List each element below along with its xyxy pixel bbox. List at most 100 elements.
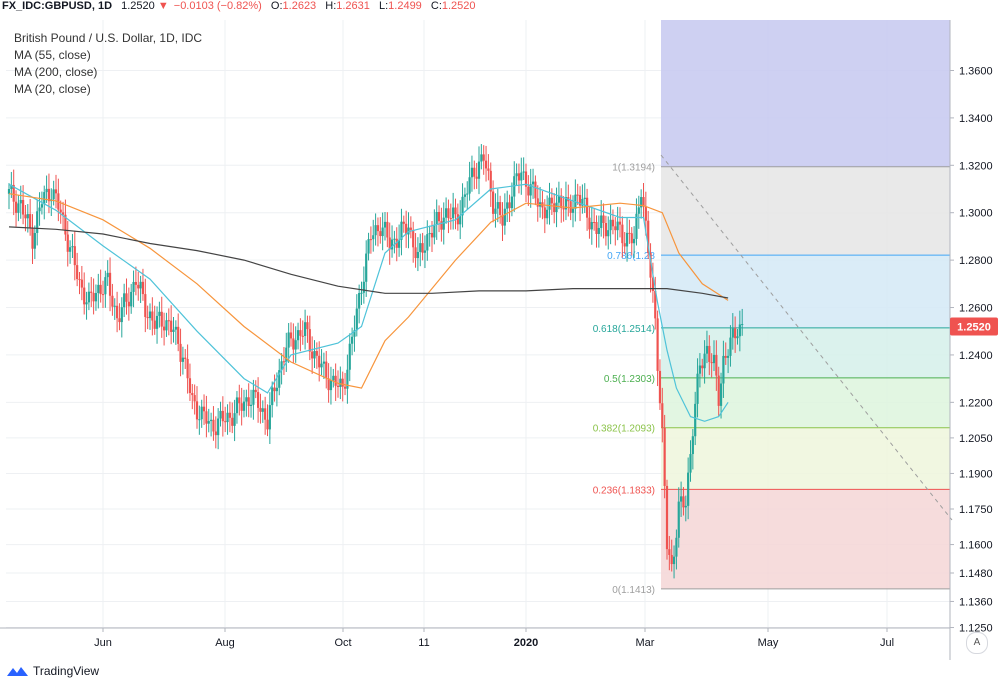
candle-body: [181, 357, 184, 362]
candle-body: [665, 485, 669, 550]
candle-body: [177, 326, 180, 344]
candle-body: [421, 243, 424, 253]
candle-body: [247, 397, 250, 407]
candle-body: [719, 383, 723, 406]
legend-ma55[interactable]: MA (55, close): [14, 48, 91, 62]
fib-zone: [661, 489, 950, 589]
candle-body: [522, 171, 525, 173]
candle-body: [219, 410, 222, 419]
candle-body: [390, 239, 394, 250]
candle-body: [99, 284, 102, 295]
candle-body: [365, 253, 368, 282]
legend-ma200[interactable]: MA (200, close): [14, 65, 98, 79]
candle-body: [141, 281, 145, 295]
candle-body: [484, 160, 488, 169]
candle-body: [597, 227, 600, 234]
candle-body: [536, 198, 539, 207]
candle-body: [710, 361, 713, 364]
last-price-badge: 1.2520: [950, 317, 998, 336]
candle-body: [240, 403, 243, 411]
candle-body: [184, 357, 187, 359]
fib-zone: [661, 20, 950, 167]
auto-scale-button[interactable]: A: [966, 632, 988, 654]
candle-body: [515, 173, 518, 177]
down-arrow-icon: ▼: [157, 0, 169, 12]
candle-body: [191, 393, 194, 396]
candle-body: [144, 294, 147, 317]
candle-body: [510, 196, 513, 209]
candle-body: [113, 305, 116, 307]
fib-level-label: 1(1.3194): [612, 163, 655, 174]
candle-body: [106, 272, 109, 278]
candle-body: [158, 311, 161, 316]
candle-body: [299, 330, 302, 336]
candle-body: [640, 197, 643, 208]
candle-body: [712, 354, 716, 364]
candle-body: [452, 207, 455, 219]
fib-zone: [661, 377, 950, 428]
tradingview-logo-icon: [7, 667, 28, 676]
candle-body: [139, 281, 142, 289]
candle-body: [578, 194, 582, 206]
candle-body: [275, 387, 278, 392]
y-tick-label: 1.1360: [959, 596, 993, 608]
candle-body: [435, 211, 438, 225]
fib-level-label: 0.618(1.2514): [593, 324, 655, 335]
candle-body: [278, 370, 281, 388]
ma55-line: [8, 193, 729, 389]
y-tick-label: 1.1600: [959, 540, 993, 552]
candle-body: [120, 307, 123, 323]
candle-body: [322, 361, 325, 364]
candle-body: [463, 194, 466, 197]
candle-body: [301, 335, 304, 337]
candle-body: [271, 387, 274, 406]
candle-body: [400, 221, 403, 240]
candle-body: [127, 301, 130, 307]
candle-body: [466, 193, 469, 195]
candle-body: [571, 208, 575, 213]
candle-body: [717, 375, 720, 406]
y-tick-label: 1.2050: [959, 433, 993, 445]
y-tick-label: 1.1480: [959, 568, 993, 580]
brand-footer[interactable]: TradingView: [6, 664, 99, 678]
candle-body: [675, 537, 678, 557]
candle-body: [621, 224, 624, 244]
candle-body: [569, 201, 572, 213]
candle-body: [188, 378, 192, 394]
candle-body: [325, 361, 328, 379]
candle-body: [407, 227, 410, 235]
legend-title: British Pound / U.S. Dollar, 1D, IDC: [14, 31, 203, 45]
candle-body: [228, 412, 231, 418]
candle-body: [708, 345, 711, 362]
candle-body: [134, 281, 137, 285]
candle-body: [329, 380, 333, 391]
candle-body: [492, 191, 495, 214]
candle-body: [691, 436, 694, 455]
candle-body: [318, 355, 321, 368]
y-axis-ticks: 1.3600 1.3400 1.3200 1.3000 1.2800 1.2600 1.24…: [950, 65, 993, 635]
candle-body: [87, 291, 90, 303]
candle-body: [402, 221, 405, 224]
candle-body: [231, 417, 234, 426]
fib-level-label: 0(1.1413): [612, 585, 655, 596]
y-tick-label: 1.3400: [959, 113, 993, 125]
legend-ma20[interactable]: MA (20, close): [14, 82, 91, 96]
candle-body: [200, 406, 203, 420]
candle-body: [630, 233, 633, 244]
candle-body: [461, 196, 464, 216]
candle-body: [468, 177, 471, 194]
candle-body: [581, 198, 584, 206]
candle-body: [235, 397, 239, 414]
candle-body: [353, 330, 356, 337]
candle-body: [724, 355, 727, 358]
candle-body: [64, 214, 67, 235]
candle-body: [111, 295, 114, 307]
candle-body: [78, 279, 81, 281]
candle-body: [501, 214, 504, 226]
last-price: 1.2520: [121, 0, 155, 12]
candle-body: [151, 311, 154, 321]
axes: [0, 20, 951, 660]
price-chart[interactable]: 1(1.3194) 0.786(1.28 0.618(1.2514) 0.5(1.23…: [0, 0, 1003, 660]
candle-body: [426, 234, 429, 251]
candle-body: [494, 208, 497, 214]
